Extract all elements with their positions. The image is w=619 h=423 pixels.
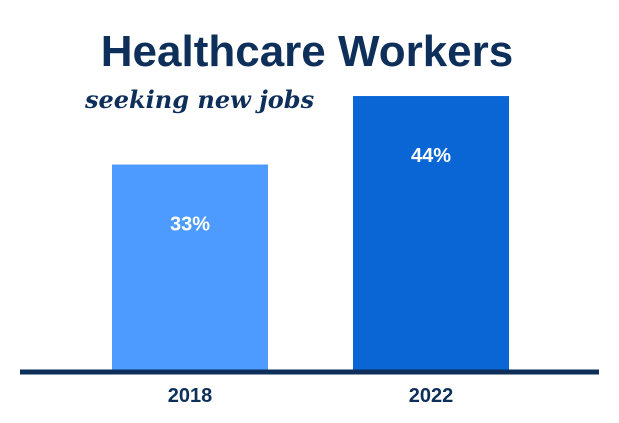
x-axis-ticks: 2018 2022: [168, 385, 454, 407]
x-tick-label-2018: 2018: [168, 385, 213, 407]
bars-group: 33% 44%: [112, 96, 509, 371]
chart-title: Healthcare Workers: [101, 27, 514, 76]
data-label-2018: 33%: [170, 214, 210, 236]
chart-subtitle: seeking new jobs: [84, 85, 315, 114]
bar-2022: [353, 96, 509, 371]
x-tick-label-2022: 2022: [409, 385, 454, 407]
bar-2018: [112, 164, 268, 370]
data-label-2022: 44%: [411, 145, 451, 167]
